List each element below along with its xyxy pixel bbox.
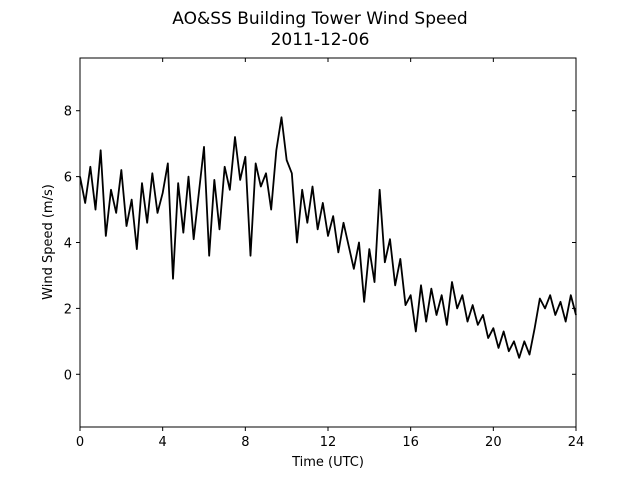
x-tick-label: 20 (485, 435, 502, 450)
plot-frame (79, 57, 577, 428)
x-tick-label: 12 (320, 435, 337, 450)
chart-title: AO&SS Building Tower Wind Speed (172, 9, 467, 29)
x-tick-label: 16 (402, 435, 419, 450)
y-tick-label: 6 (64, 171, 72, 186)
x-tick-label: 0 (76, 435, 84, 450)
x-tick-label: 24 (568, 435, 585, 450)
y-tick-label: 4 (64, 237, 72, 252)
y-tick-label: 8 (64, 105, 72, 120)
y-axis-label: Wind Speed (m/s) (41, 184, 56, 300)
data-line (79, 116, 577, 359)
x-tick-label: 4 (159, 435, 167, 450)
chart-subtitle: 2011-12-06 (271, 30, 370, 50)
y-tick-label: 2 (64, 302, 72, 317)
y-tick-label: 0 (64, 368, 72, 383)
x-tick-label: 8 (241, 435, 249, 450)
x-axis-label: Time (UTC) (291, 455, 364, 470)
